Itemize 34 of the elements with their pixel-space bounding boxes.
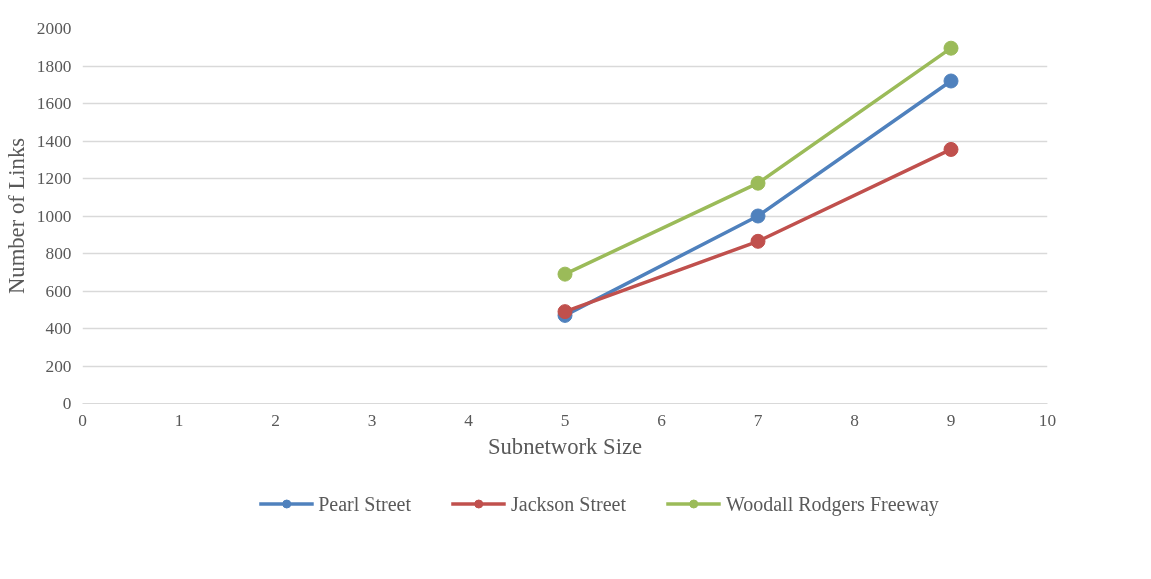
x-tick-label: 2	[271, 410, 280, 430]
point	[943, 40, 959, 56]
point	[750, 175, 766, 191]
x-tick-label: 3	[367, 410, 377, 430]
y-tick-label: 0	[62, 394, 72, 413]
y-tick-label: 1400	[36, 131, 72, 151]
y-axis-title: Number of Links	[3, 137, 29, 295]
y-tick-label: 2000	[36, 19, 72, 38]
point	[943, 141, 959, 157]
x-tick-label: 8	[850, 410, 859, 430]
y-tick-label: 1600	[36, 94, 72, 113]
y-tick-label: 400	[45, 319, 72, 338]
point	[943, 73, 959, 89]
x-tick-label: 4	[464, 410, 474, 430]
legend-label: Jackson Street	[510, 492, 626, 515]
point	[750, 208, 766, 224]
y-tick-label: 1000	[36, 206, 72, 226]
x-tick-label: 9	[946, 410, 956, 430]
x-tick-label: 6	[657, 410, 667, 430]
y-tick-label: 200	[45, 356, 72, 376]
x-tick-label: 10	[1038, 410, 1057, 430]
x-tick-label: 1	[174, 410, 184, 430]
legend-label: Pearl Street	[318, 492, 411, 515]
point	[557, 266, 573, 282]
y-tick-label: 600	[45, 281, 72, 301]
legend-label: Woodall Rodgers Freeway	[725, 492, 939, 515]
x-axis-title: Subnetwork Size	[487, 433, 643, 459]
y-tick-label: 800	[45, 244, 72, 263]
x-tick-label: 0	[78, 410, 87, 430]
x-tick-label: 7	[753, 410, 763, 430]
y-tick-label: 1800	[36, 56, 72, 76]
y-tick-label: 1200	[36, 169, 72, 188]
x-tick-label: 5	[560, 410, 570, 430]
point	[750, 233, 766, 249]
